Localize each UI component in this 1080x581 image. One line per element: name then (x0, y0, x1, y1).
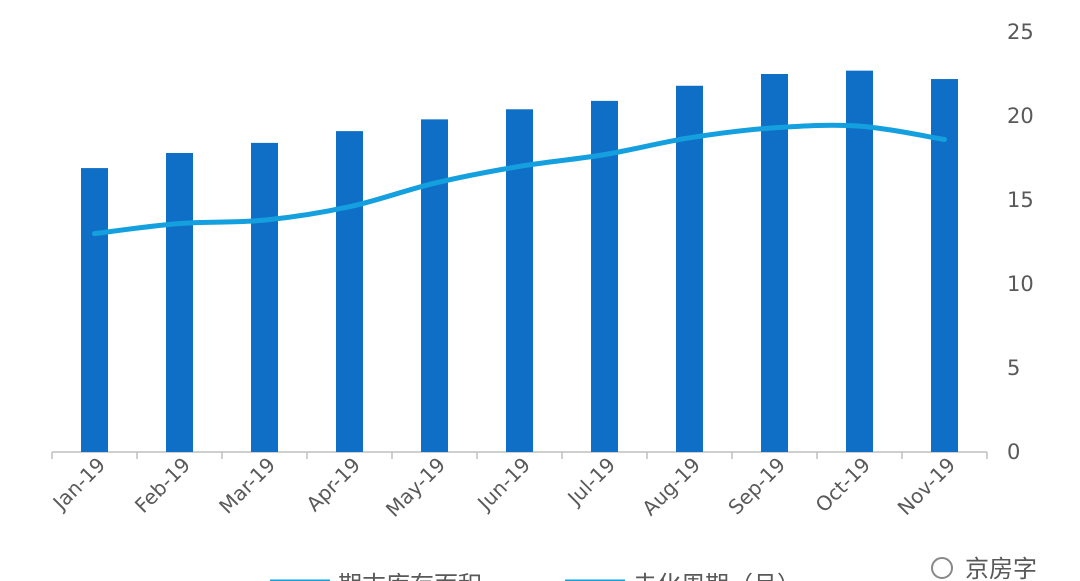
bar (81, 168, 108, 452)
bar (336, 131, 363, 452)
y-tick-label: 10 (1007, 272, 1034, 296)
y-tick-label: 15 (1007, 188, 1034, 212)
y-tick-label: 5 (1007, 356, 1020, 380)
legend-label: 去化周期（月） (633, 571, 801, 581)
x-tick-label: Jan-19 (47, 453, 110, 516)
y-tick-label: 20 (1007, 104, 1034, 128)
bar (676, 85, 703, 452)
bar (421, 119, 448, 453)
x-tick-label: Nov-19 (893, 453, 960, 520)
watermark-icon (931, 557, 953, 579)
bar (166, 152, 193, 452)
x-tick-label: Apr-19 (301, 453, 365, 517)
bar (251, 142, 278, 452)
bar (506, 109, 533, 452)
legend-label: 期末库存面积 (338, 571, 482, 581)
bar (846, 70, 873, 452)
watermark: 京房字 (965, 555, 1037, 581)
x-tick-label: Sep-19 (723, 453, 790, 520)
line (92, 122, 947, 237)
x-tick-label: Mar-19 (214, 453, 280, 519)
y-tick-label: 25 (1007, 20, 1034, 44)
x-tick-label: Jul-19 (561, 453, 620, 512)
x-tick-label: Aug-19 (637, 453, 705, 521)
bar (931, 79, 958, 452)
bar (591, 100, 618, 452)
y-tick-label: 0 (1007, 440, 1020, 464)
x-tick-label: May-19 (381, 453, 450, 522)
x-tick-label: Oct-19 (811, 453, 876, 518)
bar (761, 74, 788, 452)
x-tick-label: Feb-19 (130, 453, 195, 518)
x-tick-label: Jun-19 (471, 453, 535, 517)
